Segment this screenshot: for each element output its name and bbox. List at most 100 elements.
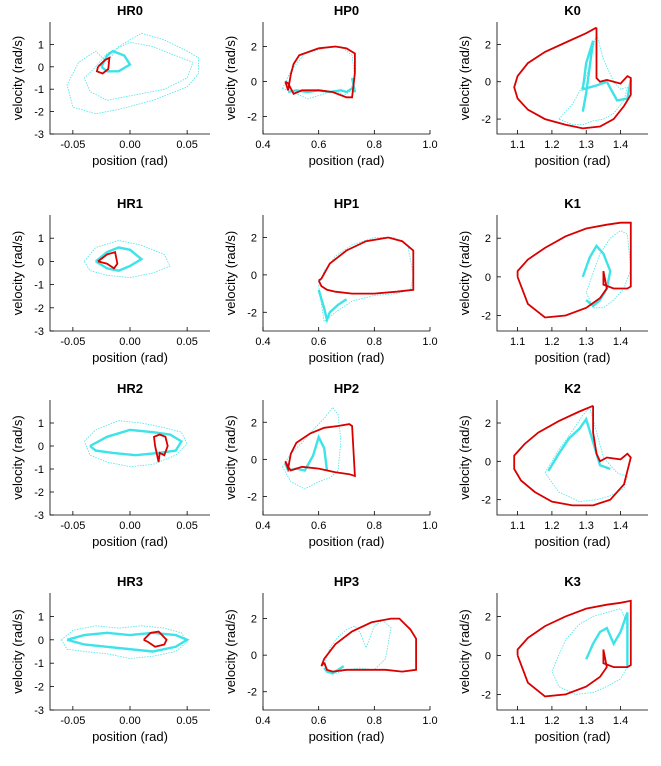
x-tick-label: 0.05 [176,139,197,151]
x-tick-label: 0.8 [367,139,382,151]
y-tick-label: -2 [247,307,257,319]
x-tick-label: -0.05 [60,139,85,151]
x-tick-label: -0.05 [60,715,85,727]
y-tick-label: 2 [251,42,257,54]
y-tick-label: -2 [481,114,491,126]
x-tick-label: 1.0 [422,336,437,348]
x-axis-label: position (rad) [309,729,385,744]
y-tick-label: 0 [251,454,257,466]
subplot-title: HR0 [117,3,143,18]
x-tick-label: 0.05 [176,336,197,348]
y-axis-label: velocity (rad/s) [10,609,25,694]
measured-trajectory-line [282,46,356,100]
x-axis-label: position (rad) [92,729,168,744]
x-tick-label: 1.0 [422,520,437,532]
x-tick-label: 1.1 [510,715,525,727]
y-axis-label: velocity (rad/s) [457,231,472,316]
subplot-k2: K2 1.1 1.2 1.3 1.4 -2 0 2 position (rad) velocity… [457,381,648,549]
y-tick-label: 0 [485,77,491,89]
subplot-k3: K3 1.1 1.2 1.3 1.4 -2 0 2 position (rad) velocity… [457,574,648,744]
y-tick-label: 1 [38,39,44,51]
measured-trajectory-line [585,612,629,668]
x-axis-label: position (rad) [535,350,611,365]
x-tick-label: 0.00 [119,336,140,348]
measured-trajectory-line [581,40,632,112]
x-axis-label: position (rad) [535,729,611,744]
y-tick-label: 1 [38,611,44,623]
axes-spine [49,215,210,332]
y-tick-label: 2 [485,39,491,51]
axes-spine [49,593,210,711]
x-tick-label: -0.05 [60,336,85,348]
x-tick-label: 1.0 [422,715,437,727]
subplot-hp2: HP2 0.4 0.6 0.8 1.0 -2 0 2 position (rad) velocit… [223,381,438,549]
reference-trajectory-line [513,26,632,130]
subplot-hp3: HP3 0.4 0.6 0.8 1.0 -2 0 2 position (rad) velocit… [223,574,438,744]
x-tick-label: 1.3 [579,336,594,348]
x-tick-label: 1.4 [613,139,628,151]
x-tick-label: 0.8 [367,336,382,348]
x-axis-label: position (rad) [535,153,611,168]
y-tick-label: -2 [34,303,44,315]
y-axis-label: velocity (rad/s) [457,415,472,500]
y-tick-label: 0 [38,256,44,268]
y-axis-label: velocity (rad/s) [457,36,472,121]
x-tick-label: 1.1 [510,520,525,532]
measured-trajectory-line [61,625,188,659]
x-tick-label: 1.4 [613,715,628,727]
y-axis-label: velocity (rad/s) [10,415,25,500]
measured-trajectory-line [83,240,171,279]
subplot-title: K0 [564,3,581,18]
axes-spine [262,215,430,332]
x-tick-label: -0.05 [60,520,85,532]
axes-spine [496,593,648,711]
x-axis-label: position (rad) [535,534,611,549]
x-tick-label: 1.4 [613,520,628,532]
y-tick-label: 2 [251,614,257,626]
axes-spine [49,400,210,516]
y-axis-label: velocity (rad/s) [223,36,238,121]
y-tick-label: -3 [34,129,44,141]
y-axis-label: velocity (rad/s) [223,231,238,316]
x-tick-label: 0.05 [176,520,197,532]
y-tick-label: 2 [251,232,257,244]
y-tick-label: -2 [247,687,257,699]
y-tick-label: 1 [38,233,44,245]
y-tick-label: -3 [34,510,44,522]
x-tick-label: 0.6 [311,336,326,348]
x-tick-label: 0.00 [119,520,140,532]
x-tick-label: 0.8 [367,715,382,727]
y-axis-label: velocity (rad/s) [223,415,238,500]
y-tick-label: -2 [34,682,44,694]
subplot-title: K2 [564,381,581,396]
measured-trajectory-line [94,246,144,272]
x-axis-label: position (rad) [309,153,385,168]
x-tick-label: 1.3 [579,520,594,532]
x-tick-label: 1.1 [510,336,525,348]
x-axis-label: position (rad) [309,534,385,549]
y-axis-label: velocity (rad/s) [10,231,25,316]
axes-spine [496,22,648,135]
y-tick-label: 0 [251,270,257,282]
y-tick-label: -2 [247,491,257,503]
x-tick-label: 0.4 [255,139,270,151]
x-tick-label: 1.2 [544,715,559,727]
reference-trajectory-line [95,56,111,75]
subplot-k0: K0 1.1 1.2 1.3 1.4 -2 0 2 position (rad) velocity… [457,3,648,168]
y-tick-label: 0 [38,62,44,74]
reference-trajectory-line [320,617,418,673]
reference-trajectory-line [153,433,169,463]
y-tick-label: 2 [485,233,491,245]
y-tick-label: 0 [485,456,491,468]
reference-trajectory-line [516,599,632,698]
subplot-hp1: HP1 0.4 0.6 0.8 1.0 -2 0 2 position (rad) velocit… [223,196,438,365]
y-tick-label: -2 [481,495,491,507]
reference-trajectory-line [284,423,356,478]
x-axis-label: position (rad) [92,534,168,549]
reference-trajectory-line [97,250,119,270]
x-tick-label: 1.3 [579,715,594,727]
x-tick-label: 1.0 [422,139,437,151]
x-tick-label: 0.6 [311,139,326,151]
subplot-hr3: HR3 -0.05 0.00 0.05 -3 -2 -1 0 1 position (rad) ve… [10,574,210,744]
y-tick-label: -2 [34,107,44,119]
